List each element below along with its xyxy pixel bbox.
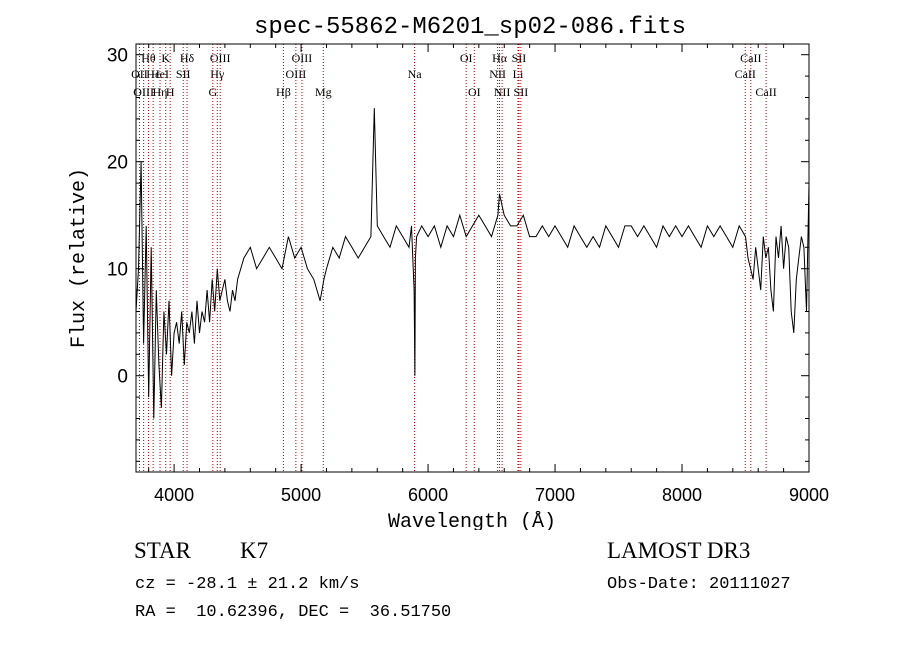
object-class: STAR xyxy=(134,538,191,563)
coordinates-readout: RA = 10.62396, DEC = 36.51750 xyxy=(135,603,452,622)
line-label-5: K xyxy=(161,51,170,65)
line-label-27: CaII xyxy=(735,67,756,81)
line-label-25: SII xyxy=(514,85,529,99)
spectrum-line-0 xyxy=(135,108,810,419)
x-tick-label-5: 9000 xyxy=(789,485,829,505)
line-label-26: CaII xyxy=(740,51,761,65)
y-tick-label-0: 0 xyxy=(117,367,128,388)
plot-frame xyxy=(135,43,810,473)
y-tick-label-2: 20 xyxy=(107,153,128,174)
line-label-8: SII xyxy=(176,67,191,81)
line-label-23: SII xyxy=(512,51,527,65)
line-label-17: Na xyxy=(408,67,423,81)
line-label-12: G xyxy=(208,85,217,99)
line-label-6: HeI xyxy=(151,67,169,81)
survey-name: LAMOST DR3 xyxy=(607,538,751,563)
line-label-13: Hβ xyxy=(276,85,291,99)
x-axis-label: Wavelength (Å) xyxy=(388,511,556,530)
line-label-10: OIII xyxy=(210,51,231,65)
line-label-22: NII xyxy=(494,85,511,99)
x-tick-label-1: 5000 xyxy=(281,485,321,505)
line-label-16: Mg xyxy=(315,85,332,99)
y-tick-label-3: 30 xyxy=(107,46,128,67)
line-label-2: OIII xyxy=(133,85,154,99)
line-label-21: NII xyxy=(489,67,506,81)
line-label-0: Hθ xyxy=(141,51,156,65)
x-tick-label-4: 8000 xyxy=(662,485,702,505)
spectral-subclass: K7 xyxy=(240,538,269,563)
line-label-3: Hε xyxy=(146,67,160,81)
x-tick-label-0: 4000 xyxy=(154,485,194,505)
y-axis-label: Flux (relative) xyxy=(68,168,91,348)
x-tick-label-2: 6000 xyxy=(408,485,448,505)
line-label-1: OII xyxy=(131,67,148,81)
line-label-9: Hδ xyxy=(180,51,195,65)
line-label-15: OIII xyxy=(286,67,307,81)
chart-title: spec-55862-M6201_sp02-086.fits xyxy=(254,14,686,41)
line-label-19: OI xyxy=(468,85,481,99)
line-label-24: Li xyxy=(513,67,524,81)
line-label-18: OI xyxy=(460,51,473,65)
observation-date: Obs-Date: 20111027 xyxy=(607,575,791,594)
line-label-11: Hγ xyxy=(210,67,225,81)
line-label-7: H xyxy=(166,85,175,99)
line-label-28: CaII xyxy=(755,85,776,99)
axis-ticks: 4000 5000 6000 7000 8000 9000 0 10 20 30 xyxy=(107,44,829,505)
spectrum-chart: spec-55862-M6201_sp02-086.fits Hθ OII OIII… xyxy=(68,14,829,530)
redshift-readout: cz = -28.1 ± 21.2 km/s xyxy=(135,575,360,594)
line-label-14: OIII xyxy=(292,51,313,65)
spectrum-layer xyxy=(135,108,810,419)
x-tick-label-3: 7000 xyxy=(535,485,575,505)
y-tick-label-1: 10 xyxy=(107,260,128,281)
line-label-20: Hα xyxy=(492,51,508,65)
